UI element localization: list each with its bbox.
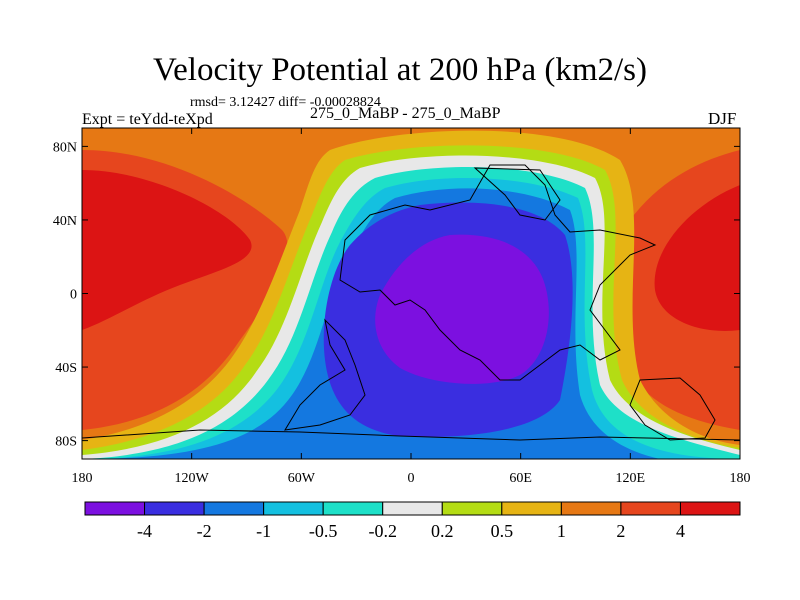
field-west-core <box>82 170 252 330</box>
colorbar-swatch-9 <box>620 501 681 516</box>
colorbar-swatch-8 <box>560 501 622 516</box>
colorbar-label-7: 1 <box>557 521 566 541</box>
experiment-label: Expt = teYdd-teXpd <box>82 111 213 128</box>
colorbar-label-5: 0.2 <box>431 521 454 541</box>
x-tick-label-6: 180 <box>730 471 751 486</box>
colorbar-swatch-0 <box>84 501 146 516</box>
x-tick-label-1: 120W <box>175 471 210 486</box>
x-tick-label-2: 60W <box>288 471 316 486</box>
colorbar-swatch-10 <box>679 501 741 516</box>
colorbar: -4 -2 -1 -0.5 -0.2 0.2 0.5 1 2 4 <box>84 501 741 541</box>
y-tick-label-2: 0 <box>70 288 77 303</box>
center-subtitle: 275_0_MaBP - 275_0_MaBP <box>310 105 501 122</box>
colorbar-swatch-6 <box>441 501 503 516</box>
y-tick-label-0: 80N <box>53 140 77 155</box>
colorbar-label-6: 0.5 <box>491 521 514 541</box>
field-east-core <box>654 185 740 331</box>
colorbar-label-2: -1 <box>256 521 271 541</box>
colorbar-label-4: -0.2 <box>368 521 397 541</box>
outline-australia <box>629 377 716 441</box>
colorbar-label-9: 4 <box>676 521 685 541</box>
colorbar-swatch-7 <box>501 501 562 516</box>
x-tick-label-5: 120E <box>616 471 646 486</box>
colorbar-label-3: -0.5 <box>309 521 338 541</box>
colorbar-label-0: -4 <box>137 521 152 541</box>
outline-arctic-islands <box>473 167 561 221</box>
outline-south-america <box>284 318 366 431</box>
y-tick-label-1: 40N <box>53 214 77 229</box>
x-tick-label-4: 60E <box>509 471 532 486</box>
colorbar-swatch-1 <box>144 501 205 516</box>
chart-title: Velocity Potential at 200 hPa (km2/s) <box>152 52 648 88</box>
field-low-core <box>375 234 549 384</box>
colorbar-swatch-5 <box>382 501 443 516</box>
colorbar-label-8: 2 <box>616 521 625 541</box>
outline-antarctica <box>82 429 740 441</box>
colorbar-swatch-2 <box>203 501 265 516</box>
contour-field <box>82 128 740 459</box>
x-tick-label-3: 0 <box>408 471 415 486</box>
x-tick-label-0: 180 <box>72 471 93 486</box>
x-axis: 180 120W 60W 0 60E 120E 180 <box>72 128 751 486</box>
colorbar-swatch-4 <box>322 501 384 516</box>
stats-line: rmsd= 3.12427 diff= -0.00028824 <box>190 95 381 110</box>
colorbar-swatch-3 <box>263 501 324 516</box>
season-label: DJF <box>708 109 737 128</box>
colorbar-label-1: -2 <box>197 521 212 541</box>
y-tick-label-3: 40S <box>55 361 77 376</box>
outline-eurasia-africa <box>339 164 657 381</box>
continent-outlines <box>82 164 740 441</box>
y-axis: 80N 40N 0 40S 80S <box>53 140 740 450</box>
y-tick-label-4: 80S <box>55 435 77 450</box>
